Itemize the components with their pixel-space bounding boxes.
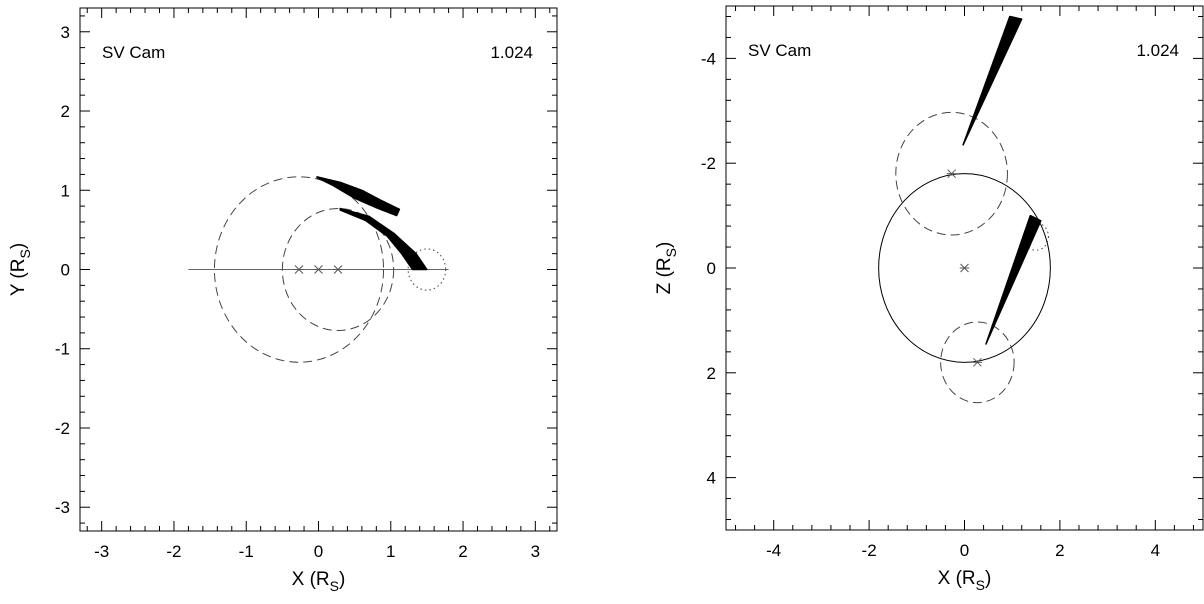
x-axis-title-end: ): [339, 569, 345, 590]
y-tick-label: -1: [55, 340, 70, 359]
roche-lobe-circle: [213, 176, 385, 363]
y-tick-label: -2: [55, 419, 70, 438]
roche-lobe-circle: [281, 207, 395, 332]
y-tick-label: 0: [61, 261, 70, 280]
star-marker: [294, 265, 304, 274]
mass-ratio-label: 1.024: [490, 43, 533, 62]
z-axis-title-base: Z (R: [654, 257, 675, 294]
plot-content: [878, 15, 1051, 404]
stream-target-circle: [407, 248, 447, 291]
orbit-circle: [878, 173, 1051, 363]
tick-labels: -4 -2 0 2 4 -4 -2 0 2 4: [701, 49, 1160, 560]
y-tick-label: 3: [61, 23, 70, 42]
star-marker: [972, 357, 983, 367]
plot-content: [188, 176, 449, 363]
y-axis-title: Y (RS): [8, 243, 33, 296]
mass-stream: [316, 176, 401, 217]
y-tick-label: -4: [701, 49, 716, 68]
y-tick-label: 4: [707, 469, 716, 488]
x-tick-label: 2: [458, 542, 467, 561]
x-axis-title-base: X (R: [292, 569, 330, 590]
x-axis-title: X (RS): [292, 569, 346, 594]
x-tick-label: -2: [862, 541, 877, 560]
tick-marks: [80, 8, 557, 531]
star-marker: [313, 265, 324, 274]
mass-stream: [985, 214, 1042, 345]
y-tick-label: 0: [707, 259, 716, 278]
plot-area: [188, 176, 449, 363]
y-tick-label: -2: [701, 154, 716, 173]
star-marker: [959, 263, 970, 273]
x-tick-label: 0: [314, 542, 323, 561]
roche-lobe-circle: [940, 321, 1015, 404]
x-axis-title: X (RS): [938, 568, 992, 593]
star-marker: [946, 169, 957, 179]
x-axis-title-sub: S: [976, 577, 985, 593]
x-tick-label: -1: [239, 542, 254, 561]
tick-marks: [726, 6, 1203, 530]
roche-lobe-circle: [895, 111, 1008, 236]
y-axis-title-base: Y (R: [8, 259, 29, 297]
y-axis-title-sub: S: [17, 249, 33, 258]
x-tick-label: -4: [766, 541, 781, 560]
z-axis-title-sub: S: [663, 248, 679, 257]
x-tick-label: 4: [1151, 541, 1160, 560]
star-name-label: SV Cam: [748, 41, 811, 60]
star-name-label: SV Cam: [102, 43, 165, 62]
x-tick-label: 3: [531, 542, 540, 561]
tick-labels: -3 -2 -1 0 1 2 3 -3 -2 -1 0 1 2 3: [55, 23, 540, 561]
star-marker: [333, 265, 343, 274]
z-axis-title-end: ): [654, 242, 675, 248]
x-tick-label: -3: [94, 542, 109, 561]
z-axis-title: Z (RS): [654, 242, 679, 295]
y-tick-label: -3: [55, 498, 70, 517]
y-tick-label: 1: [61, 181, 70, 200]
mass-stream: [339, 207, 428, 271]
y-tick-label: 2: [61, 102, 70, 121]
x-tick-label: 2: [1055, 541, 1064, 560]
y-tick-label: 2: [707, 364, 716, 383]
mass-stream: [962, 15, 1023, 146]
x-tick-label: 1: [386, 542, 395, 561]
x-tick-label: -2: [166, 542, 181, 561]
y-axis-title-end: ): [8, 243, 29, 249]
plot-area: [878, 15, 1051, 404]
x-axis-title-base: X (R: [938, 568, 976, 589]
x-axis-title-sub: S: [330, 578, 339, 594]
x-tick-label: 0: [960, 541, 969, 560]
mass-ratio-label: 1.024: [1136, 41, 1179, 60]
x-axis-title-end: ): [985, 568, 991, 589]
